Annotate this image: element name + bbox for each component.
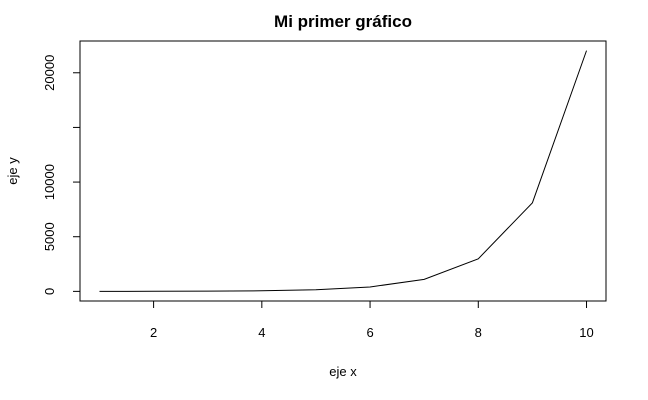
x-tick-label: 4	[258, 325, 265, 340]
y-tick-label: 5000	[42, 222, 57, 251]
plot-frame	[79, 40, 607, 302]
x-tick-label: 6	[366, 325, 373, 340]
x-tick-label: 2	[150, 325, 157, 340]
series-line	[99, 50, 587, 292]
x-tick-label: 8	[475, 325, 482, 340]
y-axis: 0 5000 10000 20000	[42, 55, 81, 295]
chart-title: Mi primer gráfico	[274, 12, 412, 31]
y-tick-label: 0	[42, 288, 57, 295]
y-tick-label: 20000	[42, 55, 57, 91]
y-tick-label: 10000	[42, 164, 57, 200]
x-axis-label: eje x	[329, 364, 357, 379]
y-axis-label: eje y	[5, 157, 20, 185]
x-axis: 2 4 6 8 10	[150, 300, 594, 340]
x-tick-label: 10	[579, 325, 593, 340]
